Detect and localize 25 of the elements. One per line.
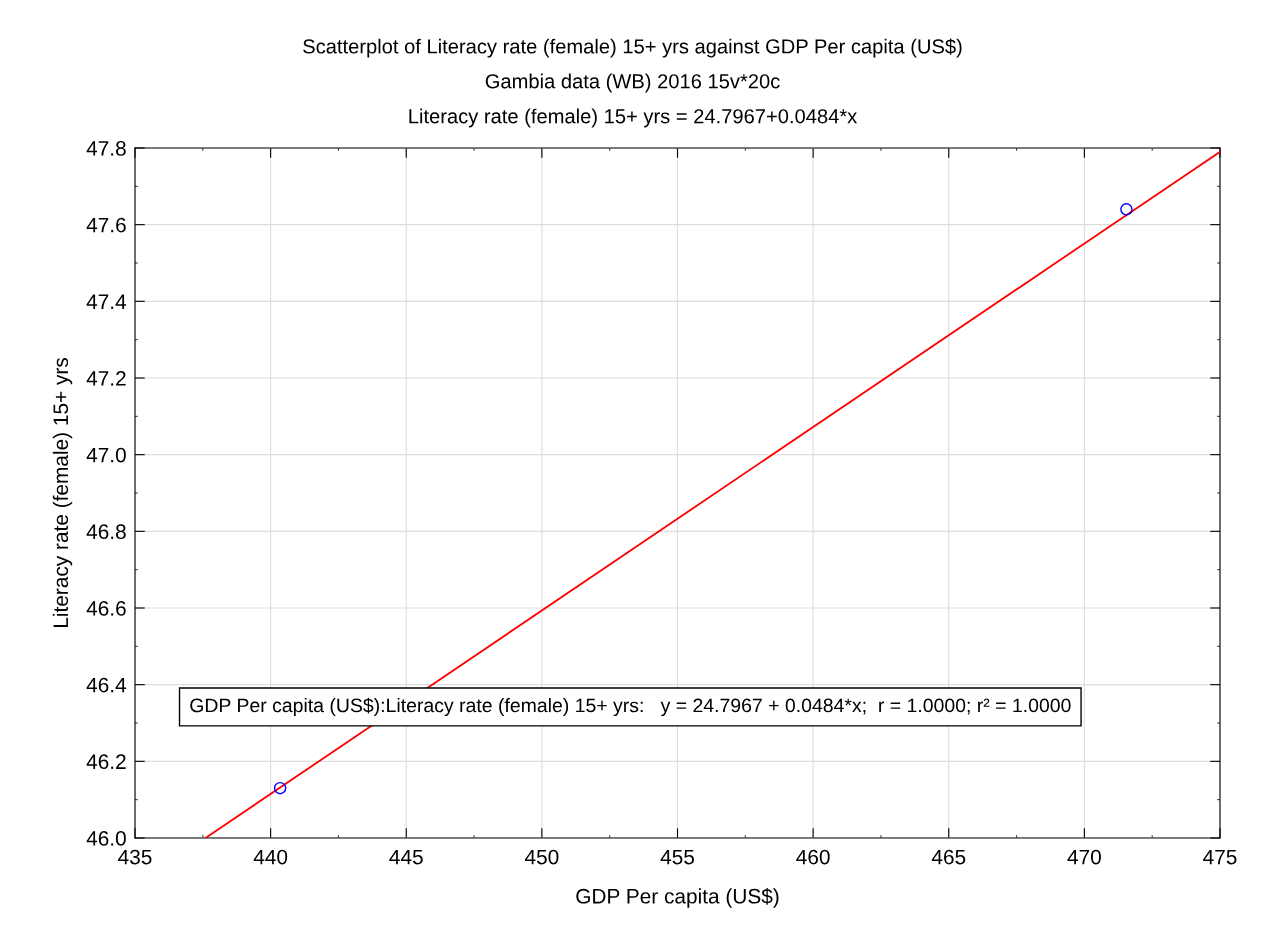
x-tick-label: 445 — [389, 849, 423, 865]
y-tick-label: 47.4 — [86, 294, 127, 309]
x-tick-label: 455 — [660, 849, 695, 865]
text: Literacy rate (female) 15+ yrs = 24.7967+0.0484*x — [409, 108, 858, 128]
chart-title: Scatterplot of Literacy rate (female) 15+ yrs against GDP Per capita (US$) — [303, 38, 962, 58]
y-tick-label: 46.8 — [86, 524, 126, 540]
x-axis-title: GDP Per capita (US$) — [576, 887, 779, 908]
y-tick-label: 46.0 — [86, 831, 126, 846]
y-tick-label: 47.6 — [86, 217, 126, 233]
y-axis-title: Literacy rate (female) 15+ yrs — [52, 357, 73, 628]
y-tick-label: 47.2 — [86, 371, 126, 386]
chart-subtitle: Gambia data (WB) 2016 15v*20c — [485, 73, 780, 93]
x-tick-label: 440 — [253, 849, 288, 865]
y-tick-label: 46.2 — [86, 754, 126, 770]
x-tick-label: 460 — [796, 849, 830, 865]
y-tick-label: 46.4 — [86, 677, 127, 693]
x-tick-label: 435 — [118, 849, 152, 865]
annotation: GDP Per capita (US$):Literacy rate (female) 15+ yrs: y = 24.7967 + 0.0484*x; r = 1.0000; r² = 1.0000 — [190, 697, 1071, 717]
y-tick-label: 47.8 — [86, 141, 126, 156]
y-tick-label: 46.6 — [86, 601, 126, 616]
x-tick-label: 450 — [524, 849, 559, 865]
x-tick-label: 465 — [931, 849, 966, 865]
x-tick-label: 475 — [1203, 849, 1237, 865]
y-tick-label: 47.0 — [86, 447, 126, 463]
x-tick-label: 470 — [1067, 849, 1101, 865]
